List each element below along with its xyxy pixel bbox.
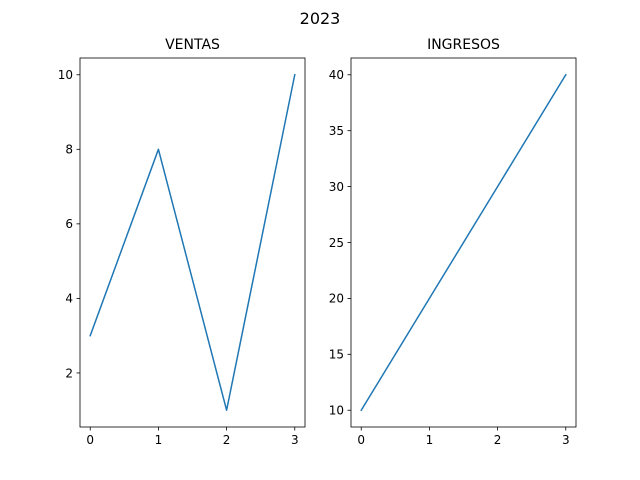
panel-2-x-tick-label: 2 xyxy=(494,433,502,447)
panel-2-title: INGRESOS xyxy=(427,37,500,53)
panel-1-x-tick-label: 1 xyxy=(155,433,163,447)
panel-1-y-tick-label: 6 xyxy=(65,217,73,231)
panel-2-y-tick-label: 40 xyxy=(329,68,344,82)
panel-2-y-tick-label: 10 xyxy=(329,404,344,418)
panel-1-x-tick-label: 0 xyxy=(86,433,94,447)
panel-2-y-tick-label: 30 xyxy=(329,180,344,194)
panel-1-y-tick-label: 10 xyxy=(58,68,73,82)
panel-2-y-tick-label: 15 xyxy=(329,348,344,362)
panel-2-y-tick-label: 25 xyxy=(329,236,344,250)
panel-2-x-tick-label: 1 xyxy=(426,433,434,447)
panel-1-y-tick-label: 2 xyxy=(65,366,73,380)
panel-1-series-line-1 xyxy=(89,73,296,411)
panel-2-y-tick-label: 35 xyxy=(329,124,344,138)
panel-1-y-tick-label: 8 xyxy=(65,143,73,157)
panel-2-x-tick-label: 0 xyxy=(357,433,365,447)
panel-2-series-line-1 xyxy=(360,73,567,412)
panel-1-x-tick-label: 2 xyxy=(223,433,231,447)
panel-2-x-tick-label: 3 xyxy=(562,433,570,447)
panel-2-axes-frame xyxy=(350,57,577,428)
panel-1-axes-frame xyxy=(79,57,306,428)
panel-1-x-tick-label: 3 xyxy=(291,433,299,447)
panel-1-y-tick-label: 4 xyxy=(65,292,73,306)
figure-suptitle: 2023 xyxy=(300,9,341,28)
panel-2-y-tick-label: 20 xyxy=(329,292,344,306)
panel-1-title: VENTAS xyxy=(165,37,220,53)
